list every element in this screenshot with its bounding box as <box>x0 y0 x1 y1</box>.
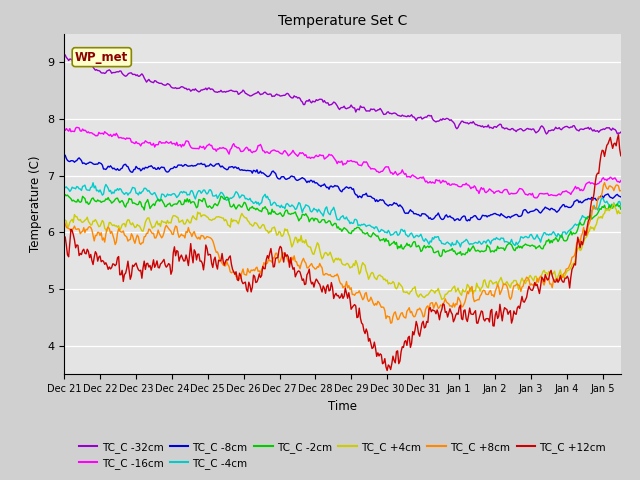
TC_C -16cm <box>532 195 540 201</box>
TC_C -32cm <box>543 131 550 137</box>
TC_C +8cm <box>372 300 380 306</box>
TC_C +8cm <box>470 299 478 304</box>
TC_C -16cm <box>373 168 381 174</box>
Line: TC_C +8cm: TC_C +8cm <box>64 183 621 323</box>
TC_C +8cm <box>399 313 407 319</box>
TC_C +4cm <box>438 297 445 302</box>
Line: TC_C -4cm: TC_C -4cm <box>64 183 621 247</box>
TC_C -2cm <box>373 233 381 239</box>
TC_C +8cm <box>617 188 625 193</box>
TC_C +12cm <box>567 275 575 280</box>
TC_C -4cm <box>296 201 304 206</box>
TC_C -2cm <box>296 216 304 222</box>
TC_C +4cm <box>60 218 68 224</box>
Line: TC_C +12cm: TC_C +12cm <box>64 135 621 371</box>
Line: TC_C -32cm: TC_C -32cm <box>64 55 621 134</box>
TC_C -32cm <box>469 119 477 124</box>
Text: WP_met: WP_met <box>75 51 129 64</box>
TC_C -4cm <box>568 226 576 231</box>
TC_C -2cm <box>60 194 68 200</box>
TC_C +12cm <box>372 346 380 351</box>
Legend: TC_C -32cm, TC_C -16cm, TC_C -8cm, TC_C -4cm, TC_C -2cm, TC_C +4cm, TC_C +8cm, T: TC_C -32cm, TC_C -16cm, TC_C -8cm, TC_C … <box>74 438 611 473</box>
Line: TC_C -8cm: TC_C -8cm <box>64 155 621 221</box>
TC_C +8cm <box>295 263 303 268</box>
TC_C -2cm <box>61 192 69 197</box>
TC_C -2cm <box>234 202 242 208</box>
TC_C -2cm <box>472 248 479 254</box>
TC_C +12cm <box>60 238 68 243</box>
TC_C -8cm <box>234 166 241 171</box>
TC_C +12cm <box>614 132 622 138</box>
TC_C +8cm <box>234 273 241 279</box>
TC_C -16cm <box>73 124 81 130</box>
TC_C +4cm <box>399 284 406 290</box>
TC_C +4cm <box>470 288 478 293</box>
TC_C -32cm <box>295 95 303 100</box>
TC_C -2cm <box>617 206 625 212</box>
TC_C -32cm <box>617 129 625 135</box>
TC_C -8cm <box>470 213 478 218</box>
TC_C -4cm <box>472 240 479 245</box>
TC_C +4cm <box>234 219 241 225</box>
TC_C +12cm <box>383 368 391 373</box>
TC_C -2cm <box>436 253 444 259</box>
TC_C +12cm <box>470 310 478 315</box>
TC_C -8cm <box>60 152 68 158</box>
TC_C +12cm <box>399 345 407 350</box>
TC_C -16cm <box>399 169 407 175</box>
TC_C +4cm <box>372 276 380 281</box>
TC_C +12cm <box>295 268 303 274</box>
TC_C -8cm <box>567 204 575 210</box>
Line: TC_C -16cm: TC_C -16cm <box>64 127 621 198</box>
TC_C -32cm <box>372 108 380 114</box>
X-axis label: Time: Time <box>328 400 357 413</box>
TC_C -32cm <box>234 89 241 95</box>
TC_C -4cm <box>456 244 464 250</box>
TC_C -8cm <box>399 204 406 210</box>
TC_C -4cm <box>617 202 625 208</box>
TC_C -32cm <box>567 124 575 130</box>
Line: TC_C +4cm: TC_C +4cm <box>64 204 621 300</box>
TC_C -8cm <box>295 177 303 183</box>
TC_C -16cm <box>234 144 242 150</box>
TC_C -8cm <box>617 194 625 200</box>
TC_C -4cm <box>399 228 407 234</box>
TC_C -2cm <box>399 246 407 252</box>
TC_C -16cm <box>617 178 625 183</box>
TC_C -32cm <box>60 52 68 58</box>
Title: Temperature Set C: Temperature Set C <box>278 14 407 28</box>
TC_C -4cm <box>234 192 242 197</box>
TC_C +4cm <box>610 201 618 206</box>
TC_C +8cm <box>387 320 394 326</box>
TC_C +8cm <box>567 260 575 265</box>
TC_C -32cm <box>399 112 406 118</box>
TC_C -16cm <box>470 183 478 189</box>
Line: TC_C -2cm: TC_C -2cm <box>64 194 621 256</box>
TC_C +12cm <box>617 153 625 158</box>
TC_C -16cm <box>568 189 576 195</box>
TC_C -16cm <box>296 150 304 156</box>
TC_C +8cm <box>601 180 609 186</box>
TC_C -4cm <box>89 180 97 186</box>
TC_C -8cm <box>463 218 471 224</box>
TC_C +8cm <box>60 217 68 223</box>
TC_C -4cm <box>60 183 68 189</box>
TC_C +4cm <box>295 237 303 242</box>
TC_C +4cm <box>617 210 625 216</box>
TC_C -16cm <box>60 125 68 131</box>
Y-axis label: Temperature (C): Temperature (C) <box>29 156 42 252</box>
TC_C -4cm <box>373 224 381 230</box>
TC_C +12cm <box>234 276 241 282</box>
TC_C -2cm <box>568 232 576 238</box>
TC_C +4cm <box>567 265 575 271</box>
TC_C -8cm <box>372 199 380 204</box>
